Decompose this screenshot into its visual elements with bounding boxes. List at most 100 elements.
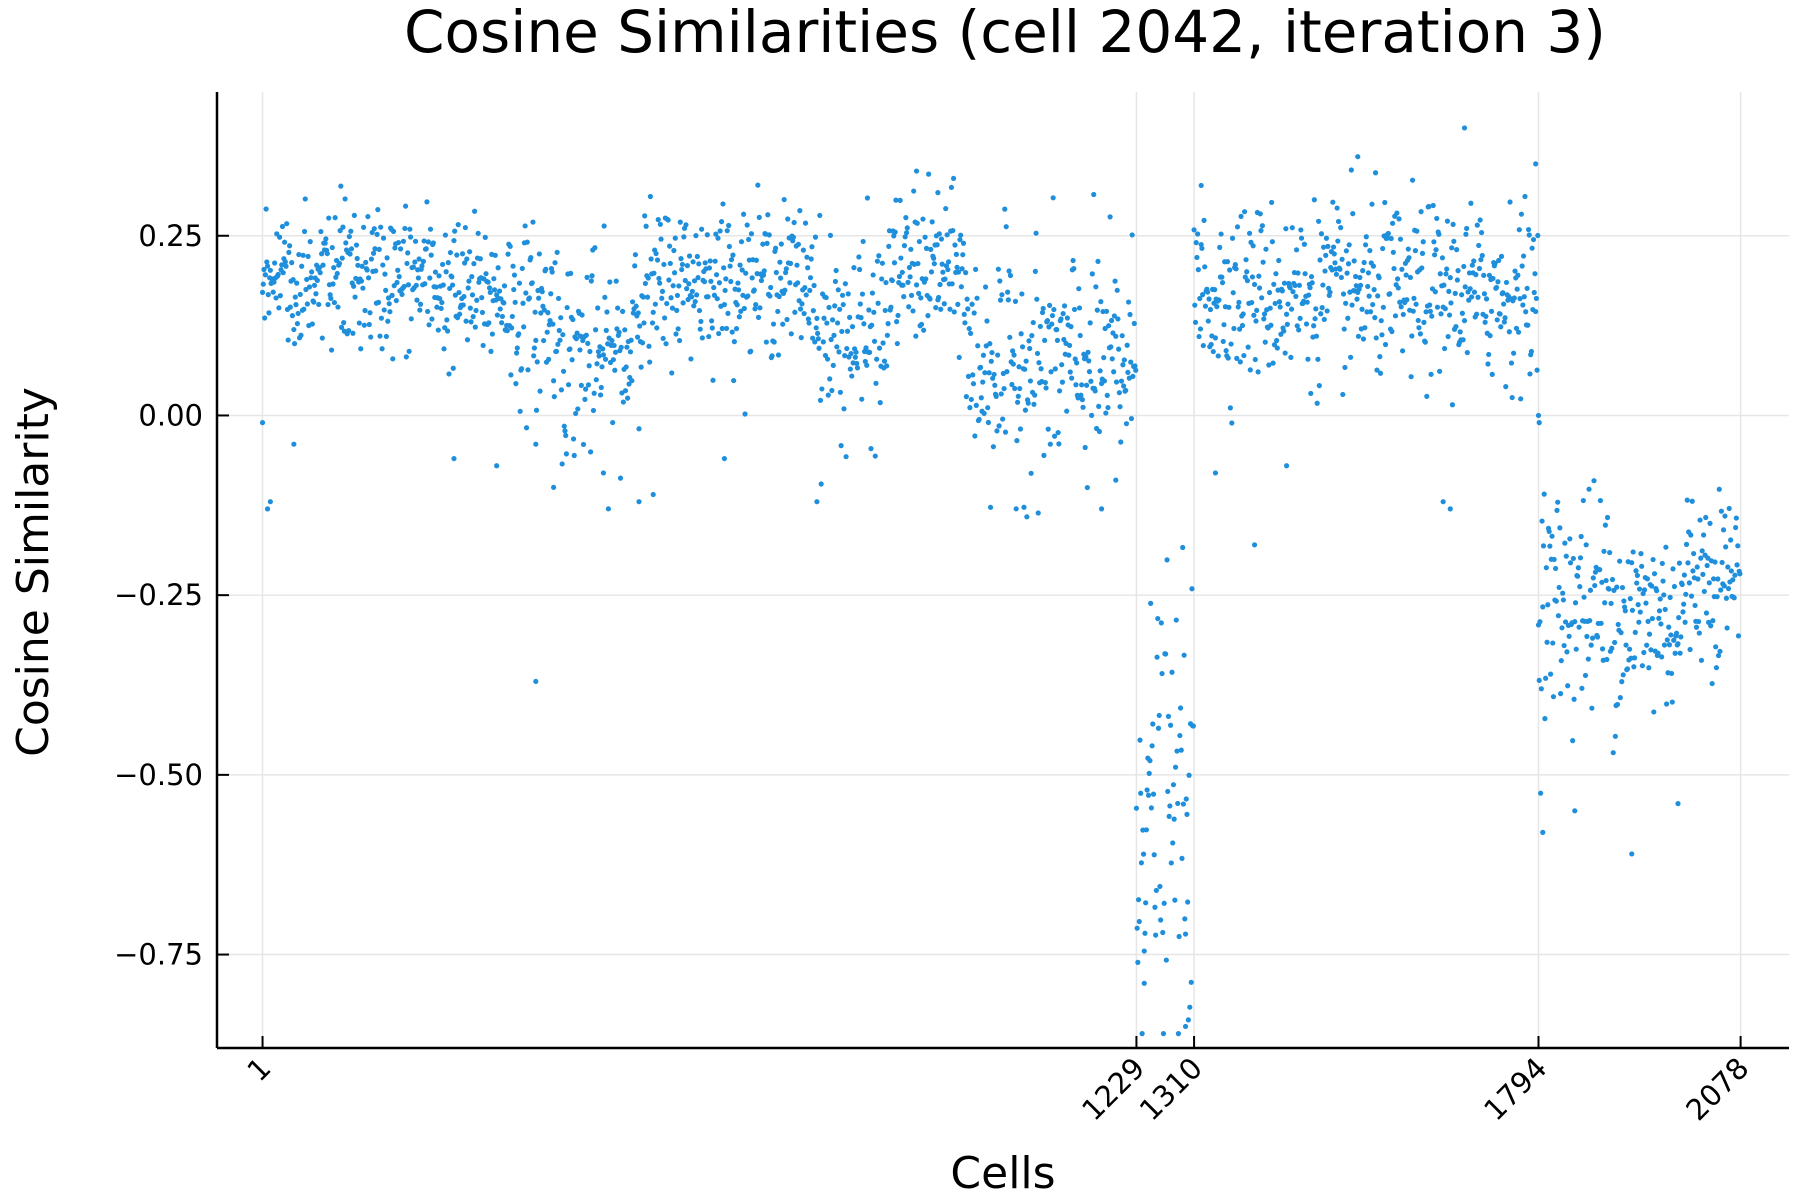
x-tick-label: 1 [240,1051,277,1088]
data-point [588,278,594,284]
data-point [366,321,372,328]
data-point [1392,313,1399,319]
data-point [989,349,995,356]
data-point [1672,650,1678,656]
data-point [1095,258,1101,264]
data-point [1623,642,1629,648]
data-point [625,395,631,401]
data-point [447,285,453,292]
data-point [1475,294,1481,300]
x-tick-label: 2078 [1679,1051,1755,1127]
data-point [381,307,387,313]
data-point [1060,311,1066,317]
data-point [367,310,373,316]
data-point [1522,193,1528,200]
data-point [923,276,929,282]
data-point [832,303,838,309]
data-point [1188,979,1194,985]
data-point [987,504,994,510]
data-point [764,240,770,246]
data-point [1713,665,1720,671]
data-point [1332,260,1338,266]
data-point [305,253,311,259]
data-point [262,272,268,278]
data-point [598,384,604,391]
data-point [806,320,812,326]
data-point [1182,931,1189,937]
data-point [823,294,829,301]
data-point [783,266,789,272]
data-point [1454,277,1460,283]
data-point [1419,265,1425,271]
data-point [1575,565,1581,571]
data-point [450,365,456,371]
data-point [901,294,907,300]
data-point [827,376,833,382]
data-point [1629,607,1636,613]
data-point [1155,615,1161,622]
data-point [1403,272,1409,278]
data-point [863,345,869,351]
data-point [1259,295,1265,301]
data-point [1543,565,1549,571]
data-point [716,330,722,337]
data-point [1566,633,1572,639]
data-point [1731,595,1737,601]
data-point [403,354,409,360]
data-point [456,289,462,296]
data-point [1224,259,1231,265]
data-point [719,325,725,332]
data-point [1345,261,1352,267]
data-point [618,344,624,350]
data-point [1121,383,1127,389]
data-point [669,370,675,376]
data-point [1034,296,1040,302]
data-point [1267,305,1273,311]
data-point [721,302,728,308]
data-point [1369,201,1375,207]
data-point [488,348,494,354]
data-point [671,270,678,276]
data-point [1005,289,1011,295]
data-point [802,285,808,291]
data-point [1445,333,1451,340]
data-point [1578,533,1584,540]
data-point [432,269,439,275]
data-point [385,318,391,324]
data-point [593,377,599,383]
data-point [1141,948,1147,954]
data-point [1234,355,1240,361]
data-point [1650,556,1656,563]
data-point [647,193,653,200]
data-point [986,370,992,376]
data-point [1196,333,1202,340]
data-point [1609,576,1616,583]
data-point [520,300,526,306]
data-point [1339,256,1345,262]
data-point [1656,608,1663,614]
data-point [492,252,498,258]
data-point [1633,568,1639,574]
data-point [525,367,531,373]
data-point [1695,576,1701,582]
data-point [1655,650,1661,656]
data-point [686,281,692,287]
data-point [849,324,856,330]
data-point [1131,320,1137,327]
data-point [791,219,797,226]
data-point [1503,384,1509,390]
data-point [1688,593,1695,599]
data-point [936,294,942,301]
data-point [1636,619,1642,625]
data-point [636,426,642,432]
data-point [575,406,581,412]
data-point [1170,840,1176,846]
data-point [1726,505,1732,512]
data-point [1040,305,1046,312]
data-point [487,289,493,296]
data-point [262,315,268,321]
data-point [1663,544,1669,550]
data-point [401,283,407,290]
data-point [445,260,451,266]
